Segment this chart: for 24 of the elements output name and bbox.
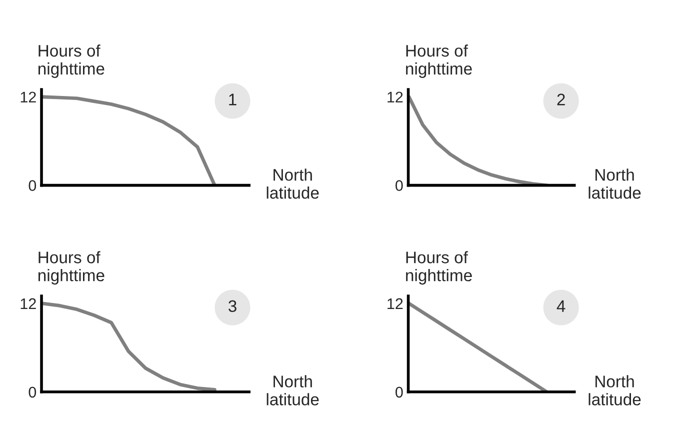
y-tick-label: 0: [28, 386, 36, 398]
chart-title: 2: [557, 94, 565, 106]
y-tick-label: 12: [20, 298, 36, 309]
y-tick-label: 12: [388, 298, 403, 309]
y-tick-label: 0: [396, 180, 403, 191]
y-tick-label: 12: [388, 92, 403, 102]
chart-title: 3: [228, 300, 236, 312]
y-tick-label: 0: [396, 386, 403, 398]
x-axis-title: North latitude: [266, 168, 319, 199]
y-axis-title: Hours of nighttime: [38, 251, 104, 285]
y-axis-title: Hours of nighttime: [406, 251, 472, 285]
y-tick-label: 0: [28, 180, 36, 191]
chart-title: 4: [556, 300, 566, 312]
y-tick-label: 12: [20, 92, 36, 102]
chart-title: 1: [229, 94, 236, 106]
y-axis-title: Hours of nighttime: [406, 44, 472, 78]
line-series: [42, 95, 216, 186]
y-axis-title: Hours of nighttime: [38, 44, 104, 78]
x-axis-title: North latitude: [588, 375, 641, 406]
line-series: [408, 302, 549, 392]
line-series: [408, 95, 549, 186]
x-axis-title: North latitude: [266, 375, 319, 406]
line-series: [42, 302, 216, 392]
x-axis-title: North latitude: [588, 168, 641, 199]
